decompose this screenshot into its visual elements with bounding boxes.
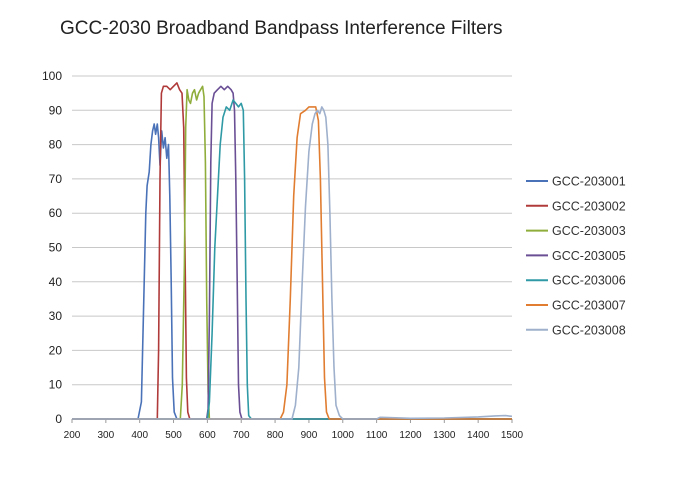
series-line-gcc-203007 xyxy=(72,106,512,420)
y-tick-label: 60 xyxy=(49,206,63,220)
x-tick-label: 900 xyxy=(301,430,318,441)
legend-label: GCC-203002 xyxy=(552,199,626,213)
x-tick-label: 200 xyxy=(64,430,81,441)
y-tick-label: 0 xyxy=(55,412,62,426)
y-tick-label: 30 xyxy=(49,309,63,323)
x-tick-label: 1000 xyxy=(332,430,355,441)
legend-label: GCC-203007 xyxy=(552,299,626,313)
series-line-gcc-203008 xyxy=(72,106,513,420)
series-line-gcc-203003 xyxy=(72,85,512,420)
legend-label: GCC-203001 xyxy=(552,175,626,189)
axes: 0 10 20 30 40 50 60 70 80 90 100 200 300 400 500 600 700… xyxy=(42,69,524,441)
y-tick-label: 100 xyxy=(42,69,62,83)
legend: GCC-203001 GCC-203002 GCC-203003 GCC-203005… xyxy=(526,175,626,337)
x-tick-label: 1400 xyxy=(467,430,490,441)
y-tick-label: 90 xyxy=(49,103,63,117)
y-tick-label: 40 xyxy=(49,275,63,289)
chart-title: GCC-2030 Broadband Bandpass Interference… xyxy=(60,18,503,39)
x-tick-label: 1300 xyxy=(433,430,456,441)
y-tick-label: 10 xyxy=(49,378,63,392)
x-tick-label: 1200 xyxy=(399,430,422,441)
y-tick-label: 20 xyxy=(49,343,63,357)
x-tick-label: 500 xyxy=(165,430,182,441)
series-line-gcc-203002 xyxy=(72,82,512,420)
x-tick-label: 600 xyxy=(199,430,216,441)
x-tick-label: 800 xyxy=(267,430,284,441)
x-tick-label: 1100 xyxy=(366,430,388,441)
y-tick-label: 70 xyxy=(49,172,63,186)
x-tick-label: 400 xyxy=(131,430,148,441)
legend-label: GCC-203005 xyxy=(552,249,626,263)
y-tick-label: 80 xyxy=(49,138,63,152)
legend-label: GCC-203003 xyxy=(552,224,626,238)
x-tick-label: 300 xyxy=(98,430,115,441)
legend-label: GCC-203008 xyxy=(552,323,626,337)
y-tick-label: 50 xyxy=(49,241,63,255)
series-line-gcc-203006 xyxy=(72,99,512,420)
x-tick-label: 700 xyxy=(233,430,250,441)
series-lines xyxy=(72,82,513,420)
series-line-gcc-203001 xyxy=(72,123,512,420)
x-tick-label: 1500 xyxy=(501,430,524,441)
legend-label: GCC-203006 xyxy=(552,274,626,288)
series-line-gcc-203005 xyxy=(72,85,512,420)
